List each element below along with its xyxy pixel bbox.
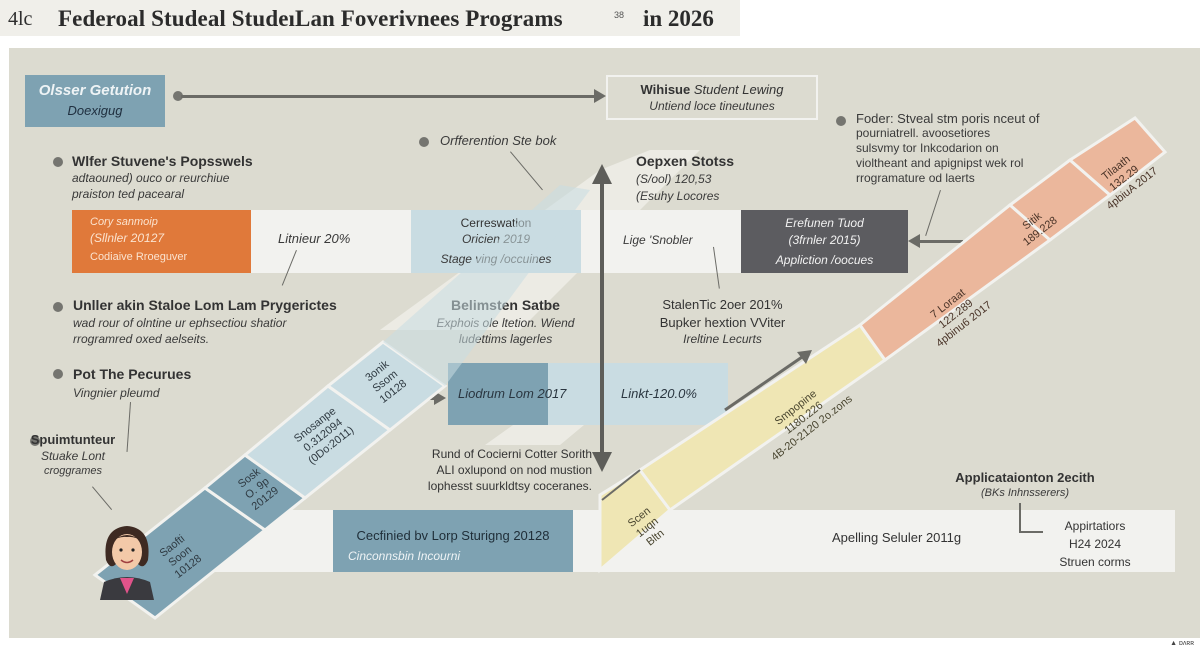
bullet-icon bbox=[53, 157, 63, 167]
label-liodrum: Liodrum Lom 2017 bbox=[458, 386, 567, 401]
note-line: sulsvmy tor Inkcodarion on bbox=[856, 141, 999, 155]
title-bar bbox=[0, 0, 740, 36]
dark-box: Erefunen Tuod (3frnler 2015) Appliction … bbox=[741, 210, 908, 273]
bullet-icon bbox=[836, 116, 846, 126]
note-line: ALI oxlupond on nod mustion bbox=[436, 463, 592, 477]
note-line: (S/ool) 120,53 bbox=[636, 172, 712, 186]
note-line: Bupker hextion VViter bbox=[659, 315, 786, 330]
arrow-right-icon bbox=[434, 391, 446, 405]
bullet-icon bbox=[30, 436, 40, 446]
note-line: (Esuhy Locores bbox=[636, 189, 720, 203]
note-line: adtaouned) ouco or reurchiue bbox=[72, 171, 230, 185]
vertical-axis-line bbox=[600, 180, 604, 460]
logo-text: ɒʌʀʀ bbox=[1179, 640, 1194, 647]
note-line: wad rour of olntine ur ephsectiou shatio… bbox=[73, 316, 287, 330]
note-line: Ireltine Lecurts bbox=[683, 332, 762, 346]
top-center-box-subtitle: Untiend loce tineutunes bbox=[649, 99, 775, 113]
label-apelling: Apelling Seluler 2011g bbox=[832, 530, 962, 545]
connector-dot bbox=[173, 91, 183, 101]
page-title: Federoal Studeal StudeıLan Foverivnees P… bbox=[58, 6, 563, 31]
note-title: Foder: Stveal stm poris nceut of bbox=[856, 111, 1040, 126]
title-year: in 2026 bbox=[643, 6, 714, 31]
note-title: Pot The Pecurues bbox=[73, 366, 192, 382]
note-line: croggrames bbox=[43, 465, 103, 477]
avatar bbox=[100, 526, 154, 600]
note-line: Struen corms bbox=[1059, 555, 1131, 569]
steel-box-bottom: Cecfinied bv Lorp Sturigng 20128 Cinconn… bbox=[333, 510, 573, 572]
note-line: Stuake Lont bbox=[40, 449, 106, 463]
note-line: lophesst suurkldtsy coceranes. bbox=[427, 479, 592, 493]
box-line: Cory sanmoip bbox=[90, 216, 158, 228]
arrow-left-icon bbox=[908, 234, 920, 248]
note-pecurues: Pot The Pecurues Vingnier pleumd bbox=[73, 366, 191, 400]
top-center-box-rest: Student Lewing bbox=[693, 82, 784, 97]
note-line: Rund of Cocierni Cotter Sorith bbox=[431, 447, 592, 461]
note-line: rrogramature od laerts bbox=[856, 171, 975, 185]
label-litnieur: Litnieur 20% bbox=[278, 231, 351, 246]
box-line: Cecfinied bv Lorp Sturigng 20128 bbox=[356, 528, 550, 543]
note-appirtatiors: Appirtatiors H24 2024 Struen corms bbox=[1050, 517, 1140, 571]
title-prefix: 4lc bbox=[8, 8, 33, 30]
note-title: Unller akin Staloe Lom Lam Prygerictes bbox=[73, 297, 337, 313]
top-center-box: Wihisue Student Lewing Untiend loce tine… bbox=[606, 75, 818, 120]
note-line: rrogramred oxed aelseits. bbox=[73, 332, 210, 346]
note-title: Oepxen Stotss bbox=[636, 153, 735, 169]
box-line: Appliction /oocues bbox=[775, 253, 874, 267]
note-title: Wlfer Stuvene's Popsswels bbox=[72, 153, 253, 169]
note-prygerictes: Unller akin Staloe Lom Lam Prygerictes w… bbox=[73, 297, 337, 346]
note-line: violtheant and apignipst wek rol bbox=[856, 156, 1024, 170]
note-line: Vingnier pleumd bbox=[73, 386, 160, 400]
note-popsswels: Wlfer Stuvene's Popsswels adtaouned) ouc… bbox=[72, 153, 253, 201]
title-superscript: 38 bbox=[614, 10, 625, 20]
connector-line bbox=[181, 95, 596, 98]
bullet-icon bbox=[53, 302, 63, 312]
label-linkt: Linkt-120.0% bbox=[621, 386, 697, 401]
label-lige: Lige 'Snobler bbox=[623, 233, 693, 247]
note-title: Applicataionton 2ecith bbox=[955, 470, 1095, 485]
note-stalen: StalenTic 2oer 201% Bupker hextion VVite… bbox=[640, 297, 805, 346]
arrow-down-icon bbox=[592, 452, 612, 472]
arrow-up-icon bbox=[592, 164, 612, 184]
leader-line bbox=[1019, 503, 1021, 533]
note-oepsen: Oepxen Stotss (S/ool) 120,53 (Esuhy Loco… bbox=[636, 153, 734, 203]
note-line: (BKs Inhnsserers) bbox=[980, 487, 1070, 499]
light-box-mid bbox=[548, 363, 728, 425]
note-line: H24 2024 bbox=[1068, 537, 1122, 551]
note-title: Spuimtunteur bbox=[30, 432, 116, 447]
footer-logo: ▲ ɒʌʀʀ bbox=[1170, 640, 1194, 647]
note-line: pourniatrell. avoosetiores bbox=[856, 126, 991, 140]
arrow-right-icon bbox=[594, 89, 606, 103]
bullet-icon bbox=[419, 137, 429, 147]
note-foder: Foder: Stveal stm poris nceut of pournia… bbox=[856, 111, 1040, 186]
leader-line bbox=[1019, 531, 1043, 533]
note-title: StalenTic 2oer 201% bbox=[662, 297, 783, 312]
note-offerention: Orfferention Ste bok bbox=[440, 133, 557, 148]
note-line: praiston ted pacearal bbox=[72, 187, 185, 201]
note-spuimtunteur: Spuimtunteur Stuake Lont croggrames bbox=[18, 432, 128, 477]
steel-box-mid bbox=[448, 363, 548, 425]
connector-line bbox=[918, 240, 963, 243]
top-center-box-bold: Wihisue bbox=[640, 82, 691, 97]
orange-box: Cory sanmoip (Sllnler 20127 Codiaive Rro… bbox=[72, 210, 251, 273]
top-left-box-subtitle: Doexigug bbox=[67, 103, 123, 118]
note-rund: Rund of Cocierni Cotter Sorith ALI oxlup… bbox=[392, 446, 592, 494]
bullet-icon bbox=[53, 369, 63, 379]
note-line: Appirtatiors bbox=[1064, 519, 1126, 533]
box-line: Codiaive Rroeguver bbox=[90, 251, 188, 263]
box-line: Cinconnsbin Incourni bbox=[348, 549, 461, 563]
box-line: (Sllnler 20127 bbox=[90, 231, 165, 245]
logo-icon: ▲ bbox=[1170, 640, 1178, 647]
box-line: Erefunen Tuod bbox=[785, 216, 864, 230]
top-left-box: Olsser Getution Doexigug bbox=[25, 75, 165, 127]
note-applicatzion: Applicataionton 2ecith (BKs Inhnsserers) bbox=[940, 470, 1110, 499]
top-left-box-title: Olsser Getution bbox=[38, 82, 152, 99]
box-line: (3frnler 2015) bbox=[788, 233, 861, 247]
